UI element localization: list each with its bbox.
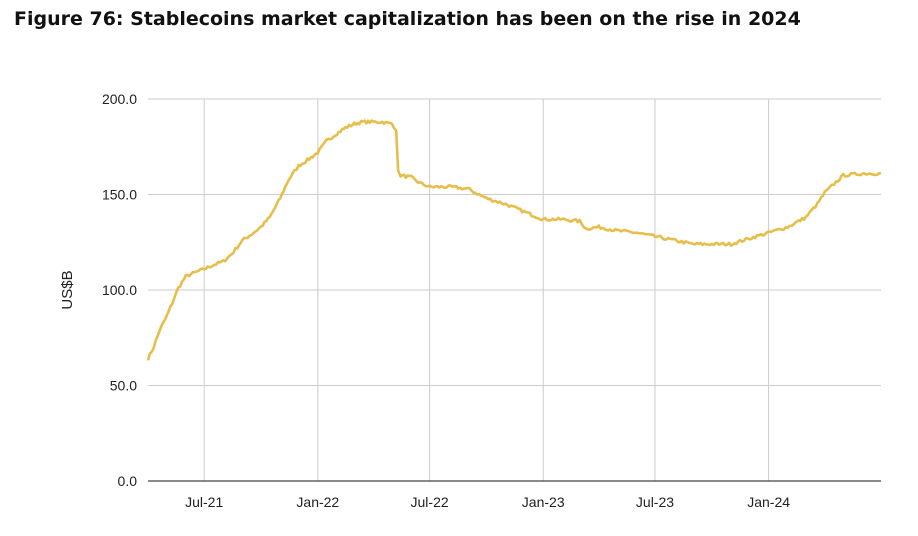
x-gridlines	[203, 99, 770, 481]
y-gridlines	[148, 98, 881, 386]
chart-title: Figure 76: Stablecoins market capitaliza…	[14, 8, 801, 30]
x-tick-label: Jul-21	[185, 494, 223, 510]
x-tick-label: Jul-23	[636, 494, 674, 510]
y-tick-label: 150.0	[102, 187, 137, 203]
x-axis-tick-labels: Jul-21 Jan-22 Jul-22 Jan-23 Jul-23 Jan-24	[185, 494, 790, 510]
y-axis-label: US$B	[59, 270, 76, 309]
y-tick-label: 50.0	[110, 378, 137, 394]
x-tick-label: Jan-22	[296, 494, 339, 510]
y-axis-tick-labels: 0.0 50.0 100.0 150.0 200.0	[102, 91, 137, 489]
x-tick-label: Jan-23	[522, 494, 565, 510]
x-tick-label: Jan-24	[747, 494, 790, 510]
y-tick-label: 0.0	[118, 473, 138, 489]
series-line-stablecoin-market-cap	[146, 119, 882, 361]
y-tick-label: 100.0	[102, 282, 137, 298]
y-tick-label: 200.0	[102, 91, 137, 107]
x-tick-label: Jul-22	[411, 494, 449, 510]
